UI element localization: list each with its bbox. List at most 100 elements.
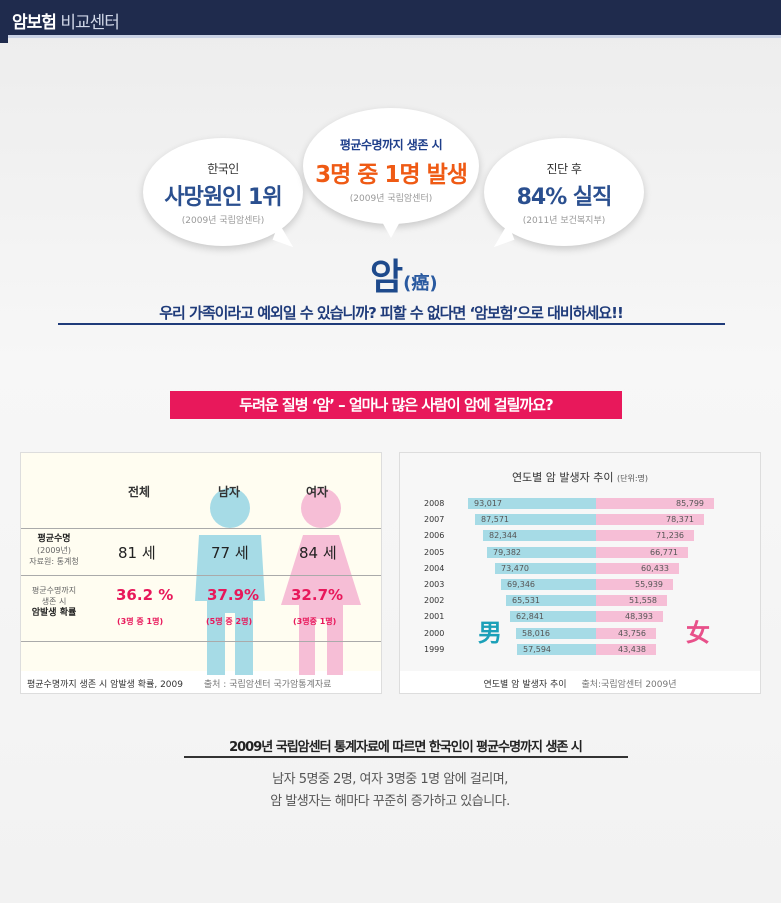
male-bar	[517, 643, 596, 655]
probability-female: 32.7%	[291, 586, 344, 604]
bottom-title: 2009년 국립암센터 통계자료에 따르면 한국인이 평균수명까지 생존 시	[229, 740, 583, 755]
row-divider	[21, 641, 381, 642]
chart-footer-caption: 연도별 암 발생자 추이	[483, 680, 567, 690]
female-bar	[596, 530, 694, 542]
male-bar	[487, 546, 596, 558]
col-female: 여자	[306, 485, 329, 499]
male-figure-icon	[195, 488, 265, 675]
row1-label-source: 자료원: 통계청	[29, 557, 79, 566]
bubble-line2: 사망원인 1위	[164, 185, 282, 210]
col-male: 남자	[218, 485, 241, 499]
cancer-heading-main: 암	[370, 257, 404, 298]
year-label: 2004	[424, 563, 445, 573]
female-bar	[596, 562, 679, 574]
chart-footer-source: 출처:국립암센터 2009년	[581, 680, 677, 690]
tagline: 우리 가족이라고 예외일 수 있습니까? 피할 수 없다면 ‘암보험’으로 대비…	[159, 304, 624, 322]
bubble-tail	[487, 222, 515, 248]
table-footer-caption: 평균수명까지 생존 시 암발생 확률, 2009	[27, 680, 183, 690]
year-label: 2007	[424, 515, 445, 525]
year-label: 2003	[424, 580, 445, 589]
probability-table-panel: 전체 남자 여자 평균수명 (2009년) 자료원: 통계청 81 세 77 세…	[20, 452, 382, 694]
year-label: 2008	[424, 499, 445, 508]
male-bar	[501, 579, 596, 590]
chart-area: 연도별 암 발생자 추이 (단위:명) 男 女 2008 93,017 85,799…	[400, 453, 760, 671]
header-title-light: 비교센터	[55, 13, 120, 33]
bubble-line3: (2009년 국립암센타)	[181, 216, 265, 226]
life-expectancy-male: 77 세	[211, 544, 249, 562]
female-bar	[596, 546, 688, 558]
male-value-label: 87,571	[481, 515, 509, 525]
bubble-tail	[272, 222, 300, 248]
year-label: 1999	[424, 644, 445, 654]
male-bar	[475, 514, 596, 526]
male-value-label: 82,344	[489, 531, 517, 541]
header-bar: 암보험 비교센터	[0, 0, 781, 43]
chart-title-text: 연도별 암 발생자 추이	[511, 471, 614, 484]
female-figure-icon	[281, 488, 361, 675]
female-value-label: 60,433	[641, 563, 669, 573]
female-value-label: 71,236	[656, 531, 684, 541]
female-value-label: 48,393	[625, 612, 653, 622]
row2-label: 평균수명까지 생존 시 암발생 확률	[21, 585, 87, 619]
year-label: 2006	[424, 531, 445, 541]
male-bar	[468, 498, 596, 509]
row1-label-year: (2009년)	[37, 546, 71, 555]
bubble-line3: (2009년 국립암센터)	[349, 194, 433, 204]
bubble-death-cause: 한국인 사망원인 1위 (2009년 국립암센타)	[143, 138, 303, 248]
probability-table: 전체 남자 여자 평균수명 (2009년) 자료원: 통계청 81 세 77 세…	[21, 453, 381, 675]
row-divider	[21, 575, 381, 576]
bubble-line1: 진단 후	[546, 162, 582, 176]
bubble-line1: 한국인	[207, 162, 239, 176]
bubble-unemployment: 진단 후 84% 실직 (2011년 보건복지부)	[484, 138, 644, 248]
male-bar	[506, 595, 596, 607]
year-label: 2000	[424, 628, 445, 638]
bubble-tail	[381, 220, 401, 238]
table-footer-source: 출처 : 국립암센터 국가암통계자료	[203, 680, 332, 690]
male-bar	[483, 530, 596, 542]
cancer-heading-hanja: (癌)	[403, 273, 438, 294]
col-total: 전체	[128, 485, 151, 499]
life-expectancy-female: 84 세	[299, 544, 337, 562]
bottom-text-line1: 남자 5명중 2명, 여자 3명중 1명 암에 걸리며,	[272, 772, 508, 787]
chart-footer: 연도별 암 발생자 추이 출처:국립암센터 2009년	[400, 677, 760, 690]
cancer-heading: 암(癌)	[370, 248, 438, 300]
bubble-line2: 84% 실직	[516, 185, 613, 210]
male-bar	[510, 611, 596, 623]
bubble-incidence: 평균수명까지 생존 시 3명 중 1명 발생 (2009년 국립암센터)	[303, 108, 479, 238]
male-label: 男	[478, 619, 502, 647]
tagline-underline	[58, 323, 725, 325]
female-bar	[596, 611, 663, 623]
bubble-line2: 3명 중 1명 발생	[315, 162, 468, 188]
male-value-label: 65,531	[512, 596, 540, 606]
row1-label-main: 평균수명	[37, 534, 71, 544]
bubble-line1: 평균수명까지 생존 시	[339, 138, 443, 152]
year-label: 2001	[424, 612, 445, 622]
header-notch	[0, 35, 8, 43]
female-bar	[596, 643, 656, 655]
male-value-label: 73,470	[501, 563, 529, 573]
row1-label: 평균수명 (2009년) 자료원: 통계청	[21, 533, 87, 567]
female-value-label: 43,756	[618, 628, 646, 638]
question-banner: 두려운 질병 ‘암’ – 얼마나 많은 사람이 암에 걸릴까요?	[170, 391, 622, 419]
female-value-label: 43,438	[618, 644, 646, 654]
female-value-label: 51,558	[629, 596, 657, 606]
probability-female-ratio: (3명중 1명)	[293, 617, 337, 626]
female-bar	[596, 579, 673, 590]
female-value-label: 85,799	[676, 499, 704, 508]
probability-male: 37.9%	[207, 586, 260, 604]
chart-panel: 연도별 암 발생자 추이 (단위:명) 男 女 2008 93,017 85,799…	[399, 452, 761, 694]
male-value-label: 57,594	[523, 644, 551, 654]
header-title: 암보험 비교센터	[12, 8, 120, 33]
chart-unit: (단위:명)	[617, 474, 649, 483]
female-value-label: 78,371	[666, 515, 694, 525]
male-bar	[495, 562, 596, 574]
male-bar	[516, 627, 596, 639]
life-expectancy-total: 81 세	[118, 544, 156, 562]
bottom-title-underline	[184, 756, 628, 758]
female-value-label: 55,939	[635, 580, 663, 589]
year-label: 2005	[424, 547, 445, 557]
female-bar	[596, 514, 704, 526]
male-value-label: 69,346	[507, 580, 535, 589]
row2-label-line2: 생존 시	[41, 597, 67, 606]
bubble-line3: (2011년 보건복지부)	[522, 216, 606, 226]
